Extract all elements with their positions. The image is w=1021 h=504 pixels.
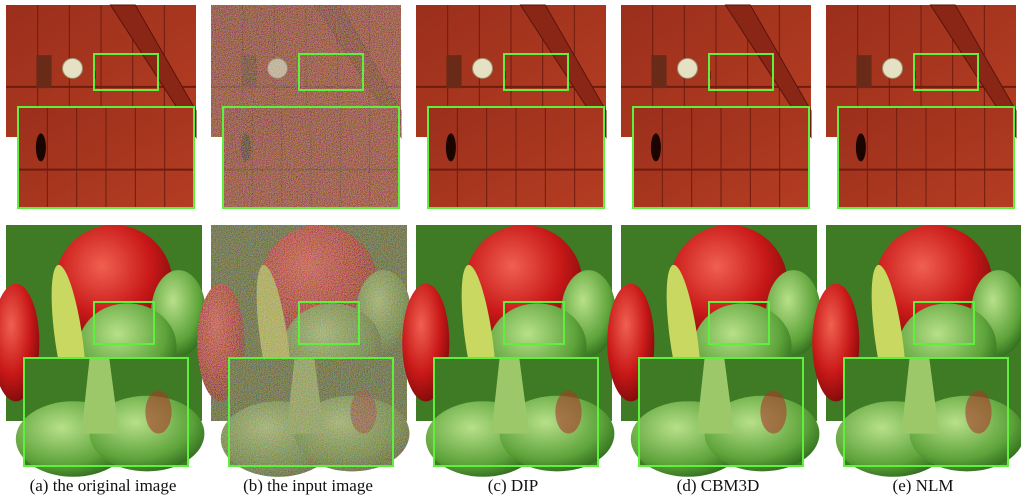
- figure: (a) the original image (b) the input imag…: [0, 0, 1021, 499]
- keyhole: [36, 133, 46, 161]
- knob: [883, 58, 903, 78]
- images: [0, 5, 206, 477]
- keyhole: [446, 133, 456, 161]
- knob: [63, 58, 83, 78]
- page: (a) the original image (b) the input imag…: [0, 0, 1021, 499]
- lock: [446, 55, 461, 88]
- knob: [473, 58, 493, 78]
- caption: (b) the input image: [243, 476, 373, 495]
- lock: [856, 55, 871, 88]
- red-edge: [760, 390, 786, 433]
- panel: (c) DIP: [402, 5, 616, 495]
- panel: (a) the original image: [0, 5, 206, 495]
- lock: [241, 55, 256, 88]
- knob: [268, 58, 288, 78]
- red-edge: [145, 390, 171, 433]
- keyhole: [651, 133, 661, 161]
- lock: [36, 55, 51, 88]
- red-edge: [350, 390, 376, 433]
- lock: [651, 55, 666, 88]
- keyhole: [856, 133, 866, 161]
- panel: (e) NLM: [812, 5, 1021, 495]
- caption: (e) NLM: [893, 476, 954, 495]
- caption: (d) CBM3D: [677, 476, 760, 495]
- keyhole: [241, 133, 251, 161]
- caption: (c) DIP: [488, 476, 539, 495]
- knob: [678, 58, 698, 78]
- red-edge: [555, 390, 581, 433]
- panel: (d) CBM3D: [607, 5, 821, 495]
- caption: (a) the original image: [30, 476, 177, 495]
- panel: (b) the input image: [197, 5, 411, 495]
- red-edge: [965, 390, 991, 433]
